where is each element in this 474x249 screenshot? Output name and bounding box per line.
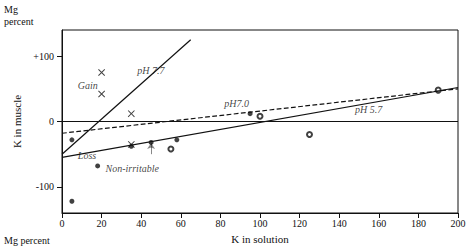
svg-text:-100: -100	[36, 181, 54, 192]
svg-text:Mg: Mg	[4, 4, 18, 15]
svg-text:200: 200	[451, 218, 466, 229]
svg-text:K in solution: K in solution	[231, 233, 289, 245]
svg-text:160: 160	[371, 218, 386, 229]
svg-text:140: 140	[332, 218, 347, 229]
svg-text:K in muscle: K in muscle	[11, 95, 23, 148]
svg-text:Mg percent: Mg percent	[4, 235, 50, 246]
svg-text:180: 180	[411, 218, 426, 229]
svg-text:Gain: Gain	[78, 80, 98, 91]
svg-text:percent: percent	[4, 16, 34, 27]
svg-text:60: 60	[176, 218, 186, 229]
svg-text:40: 40	[136, 218, 146, 229]
svg-text:0: 0	[60, 218, 65, 229]
svg-text:80: 80	[215, 218, 225, 229]
svg-text:0: 0	[49, 116, 54, 127]
svg-text:+100: +100	[33, 51, 54, 62]
svg-text:20: 20	[97, 218, 107, 229]
svg-text:Non-irritable: Non-irritable	[105, 163, 160, 174]
svg-text:100: 100	[253, 218, 268, 229]
svg-text:Loss: Loss	[77, 150, 97, 161]
svg-text:pH7.0: pH7.0	[223, 98, 249, 109]
svg-text:pH 5.7: pH 5.7	[354, 104, 383, 115]
svg-text:pH 7.7: pH 7.7	[137, 65, 165, 76]
svg-text:120: 120	[292, 218, 307, 229]
